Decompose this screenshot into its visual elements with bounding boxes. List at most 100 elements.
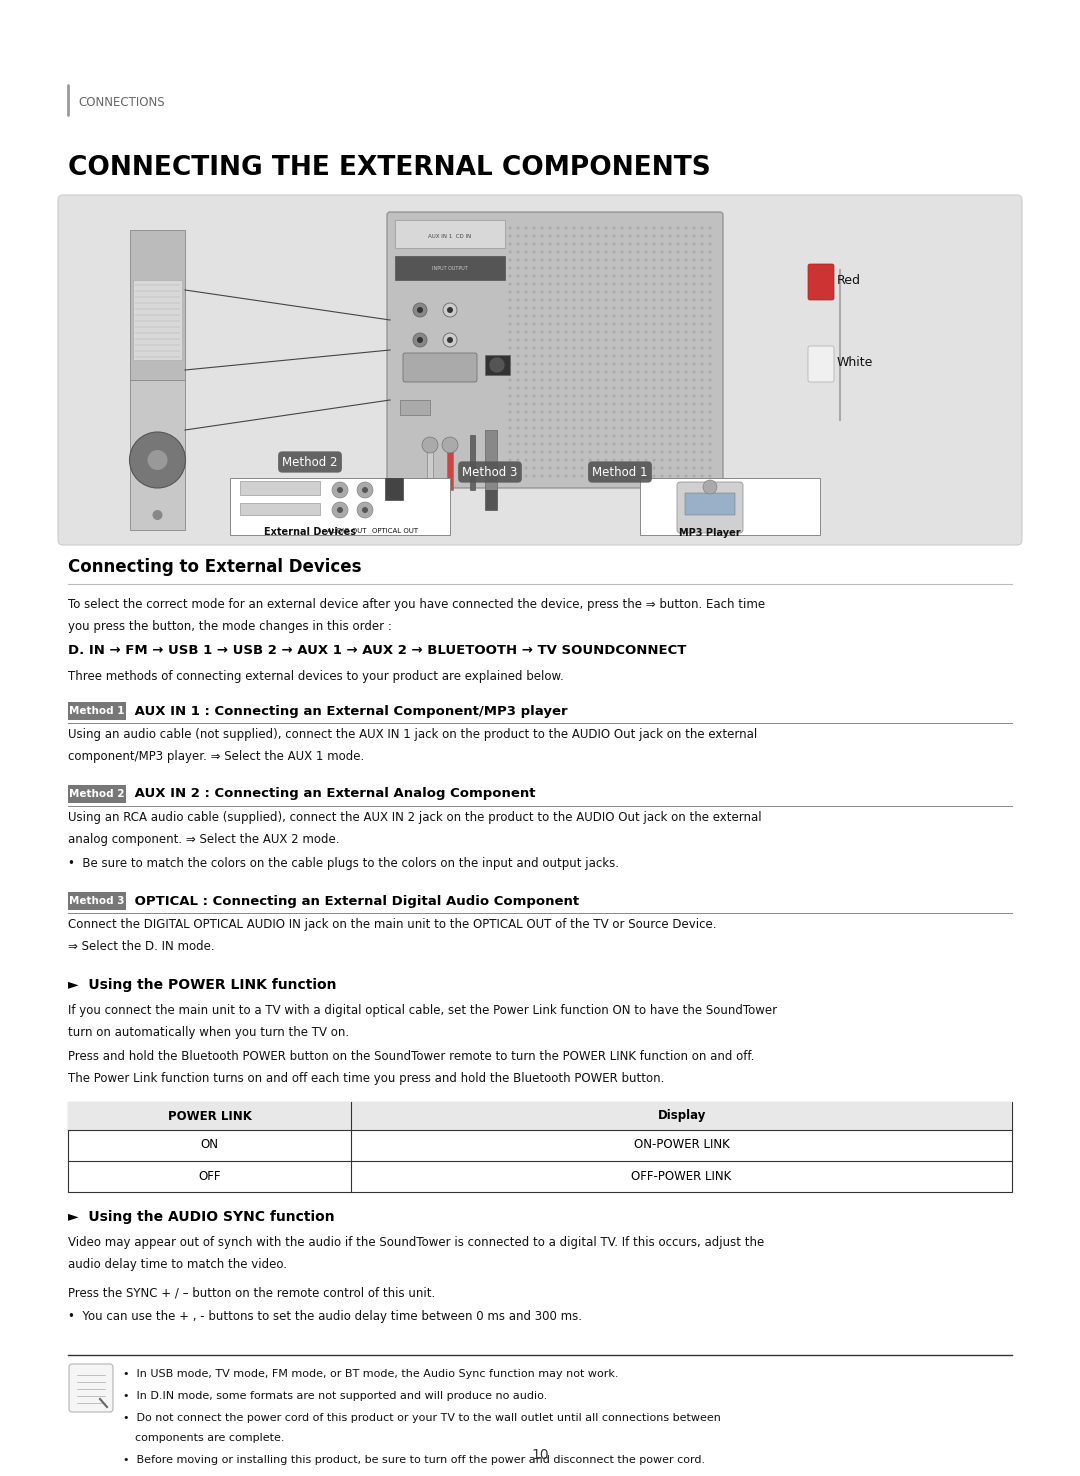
Circle shape — [581, 307, 583, 310]
Circle shape — [549, 450, 552, 453]
Circle shape — [661, 419, 663, 422]
Circle shape — [652, 354, 656, 357]
Bar — [685, 493, 735, 515]
Circle shape — [629, 235, 632, 238]
Circle shape — [612, 434, 616, 437]
Circle shape — [556, 331, 559, 334]
Circle shape — [572, 242, 576, 245]
Circle shape — [565, 459, 567, 462]
Circle shape — [572, 267, 576, 270]
Circle shape — [556, 338, 559, 341]
Circle shape — [516, 242, 519, 245]
Circle shape — [685, 394, 688, 397]
Circle shape — [565, 258, 567, 261]
Circle shape — [357, 502, 373, 518]
Circle shape — [540, 251, 543, 254]
Circle shape — [605, 338, 607, 341]
FancyBboxPatch shape — [69, 1364, 113, 1413]
Circle shape — [676, 258, 679, 261]
Circle shape — [525, 258, 527, 261]
Circle shape — [701, 394, 703, 397]
Circle shape — [549, 314, 552, 317]
Circle shape — [701, 282, 703, 285]
Circle shape — [572, 275, 576, 277]
Circle shape — [661, 251, 663, 254]
Circle shape — [605, 235, 607, 238]
Circle shape — [676, 434, 679, 437]
Circle shape — [532, 331, 536, 334]
Circle shape — [692, 474, 696, 478]
Text: AUDIO OUT: AUDIO OUT — [327, 528, 367, 534]
Circle shape — [565, 378, 567, 381]
Circle shape — [605, 282, 607, 285]
Circle shape — [581, 387, 583, 390]
Circle shape — [572, 387, 576, 390]
Circle shape — [701, 427, 703, 430]
Circle shape — [621, 474, 623, 478]
Circle shape — [605, 347, 607, 350]
Circle shape — [509, 450, 512, 453]
Circle shape — [572, 282, 576, 285]
Circle shape — [661, 275, 663, 277]
Circle shape — [708, 363, 712, 366]
Circle shape — [525, 354, 527, 357]
Circle shape — [516, 298, 519, 301]
Circle shape — [708, 387, 712, 390]
Circle shape — [685, 226, 688, 229]
Circle shape — [581, 291, 583, 294]
Circle shape — [532, 419, 536, 422]
Circle shape — [581, 338, 583, 341]
Circle shape — [540, 410, 543, 413]
Circle shape — [661, 354, 663, 357]
Circle shape — [629, 275, 632, 277]
Circle shape — [629, 410, 632, 413]
Circle shape — [652, 387, 656, 390]
Circle shape — [701, 474, 703, 478]
Circle shape — [708, 410, 712, 413]
Circle shape — [669, 459, 672, 462]
Circle shape — [692, 410, 696, 413]
Circle shape — [612, 298, 616, 301]
Circle shape — [540, 403, 543, 406]
Circle shape — [596, 443, 599, 446]
Circle shape — [652, 298, 656, 301]
Text: MP3 Player: MP3 Player — [679, 528, 741, 537]
Circle shape — [676, 387, 679, 390]
Circle shape — [612, 331, 616, 334]
Circle shape — [645, 322, 648, 326]
Circle shape — [596, 378, 599, 381]
Circle shape — [645, 282, 648, 285]
Bar — [395, 255, 505, 280]
Circle shape — [661, 410, 663, 413]
Circle shape — [708, 354, 712, 357]
Circle shape — [532, 275, 536, 277]
Circle shape — [605, 363, 607, 366]
Circle shape — [565, 251, 567, 254]
Circle shape — [652, 291, 656, 294]
Circle shape — [612, 347, 616, 350]
Circle shape — [685, 275, 688, 277]
Circle shape — [676, 267, 679, 270]
Circle shape — [549, 226, 552, 229]
Circle shape — [685, 282, 688, 285]
Circle shape — [621, 459, 623, 462]
Circle shape — [556, 427, 559, 430]
Circle shape — [636, 291, 639, 294]
Circle shape — [621, 387, 623, 390]
Text: OFF: OFF — [199, 1169, 220, 1182]
Circle shape — [661, 459, 663, 462]
Circle shape — [629, 466, 632, 469]
Circle shape — [645, 354, 648, 357]
Circle shape — [532, 474, 536, 478]
Circle shape — [581, 419, 583, 422]
Circle shape — [621, 307, 623, 310]
Circle shape — [685, 427, 688, 430]
Circle shape — [692, 331, 696, 334]
Bar — [395, 220, 505, 248]
Circle shape — [581, 298, 583, 301]
Circle shape — [676, 354, 679, 357]
Circle shape — [509, 226, 512, 229]
Circle shape — [621, 314, 623, 317]
Circle shape — [629, 267, 632, 270]
Circle shape — [509, 459, 512, 462]
